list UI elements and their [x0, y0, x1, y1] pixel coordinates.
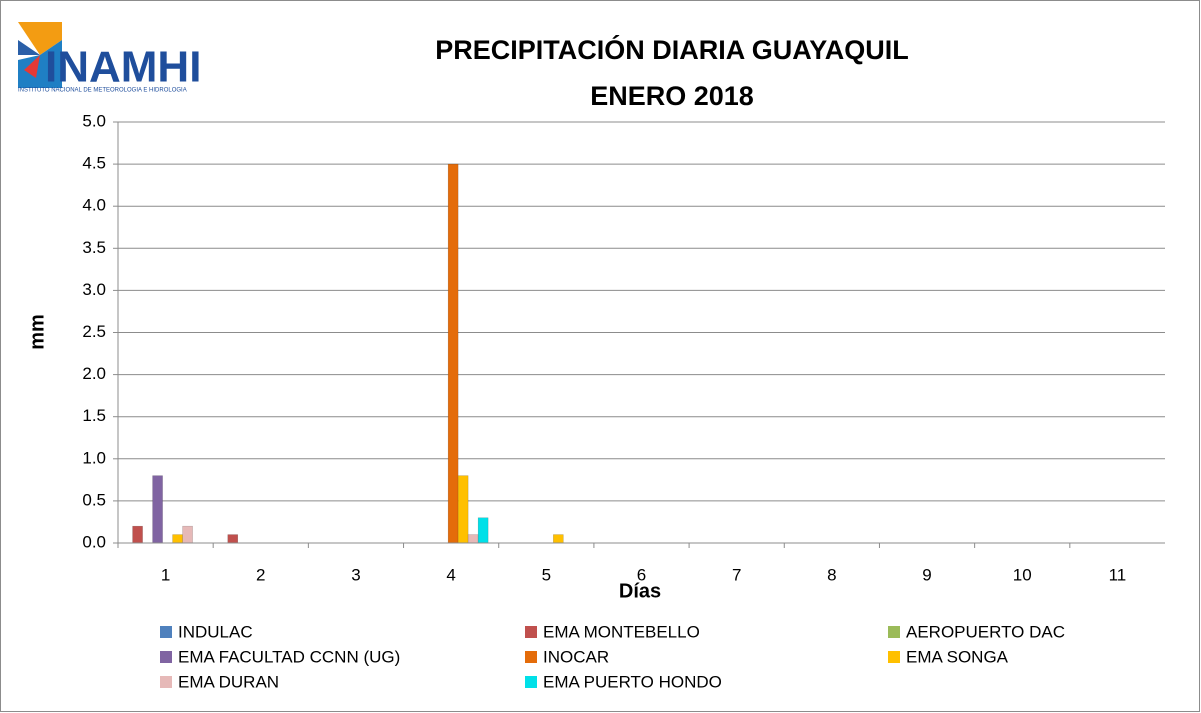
legend-swatch	[160, 651, 172, 663]
bar	[457, 475, 469, 544]
logo-name: INAMHI	[45, 43, 201, 92]
chart-title: PRECIPITACIÓN DIARIA GUAYAQUIL	[435, 34, 909, 65]
x-tick-label: 7	[732, 565, 741, 584]
logo-subtitle: INSTITUTO NACIONAL DE METEOROLOGIA E HID…	[18, 88, 187, 94]
legend-label: EMA DURAN	[178, 672, 279, 691]
legend-label: INOCAR	[543, 647, 609, 666]
x-tick-label: 11	[1109, 565, 1127, 584]
y-tick-label: 5.0	[82, 111, 106, 130]
bar	[553, 534, 564, 544]
x-tick-label: 8	[827, 565, 836, 584]
bar	[182, 525, 193, 544]
legend-label: EMA FACULTAD CCNN (UG)	[178, 647, 400, 666]
y-tick-label: 4.5	[82, 154, 106, 173]
logo-shape	[18, 40, 40, 55]
bar	[152, 475, 163, 544]
y-tick-label: 2.5	[82, 322, 106, 341]
legend-swatch	[160, 626, 172, 638]
y-tick-label: 0.5	[82, 490, 106, 509]
x-tick-label: 3	[351, 565, 360, 584]
legend-label: EMA SONGA	[906, 647, 1009, 666]
x-tick-label: 4	[446, 565, 455, 584]
logo-shape	[18, 40, 62, 88]
legend-label: AEROPUERTO DAC	[906, 622, 1065, 641]
logo-shape	[24, 55, 40, 78]
bar	[132, 525, 143, 544]
legend-swatch	[525, 676, 537, 688]
y-tick-label: 1.0	[82, 448, 106, 467]
x-tick-label: 9	[922, 565, 931, 584]
bar	[227, 534, 239, 544]
y-tick-label: 3.0	[82, 280, 106, 299]
bar	[172, 534, 183, 544]
legend-swatch	[160, 676, 172, 688]
x-tick-label: 6	[637, 565, 646, 584]
bar	[477, 517, 489, 544]
x-tick-label: 1	[161, 565, 170, 584]
y-tick-label: 0.0	[82, 532, 106, 551]
legend-swatch	[888, 651, 900, 663]
x-tick-label: 5	[542, 565, 551, 584]
x-tick-label: 2	[256, 565, 265, 584]
y-tick-label: 2.0	[82, 364, 106, 383]
legend-label: INDULAC	[178, 622, 253, 641]
y-axis-label: mm	[26, 314, 48, 350]
logo-shape	[18, 22, 62, 55]
y-tick-label: 3.5	[82, 238, 106, 257]
bar	[447, 163, 459, 544]
chart-subtitle: ENERO 2018	[590, 81, 754, 111]
legend-label: EMA PUERTO HONDO	[543, 672, 722, 691]
y-tick-label: 1.5	[82, 406, 106, 425]
y-tick-label: 4.0	[82, 196, 106, 215]
x-axis-label: Días	[619, 580, 661, 602]
legend-swatch	[525, 626, 537, 638]
legend-swatch	[888, 626, 900, 638]
x-tick-label: 10	[1013, 565, 1032, 584]
legend-swatch	[525, 651, 537, 663]
legend-label: EMA MONTEBELLO	[543, 622, 700, 641]
logo: INAMHI INSTITUTO NACIONAL DE METEOROLOGI…	[18, 22, 201, 94]
bar	[467, 534, 479, 544]
